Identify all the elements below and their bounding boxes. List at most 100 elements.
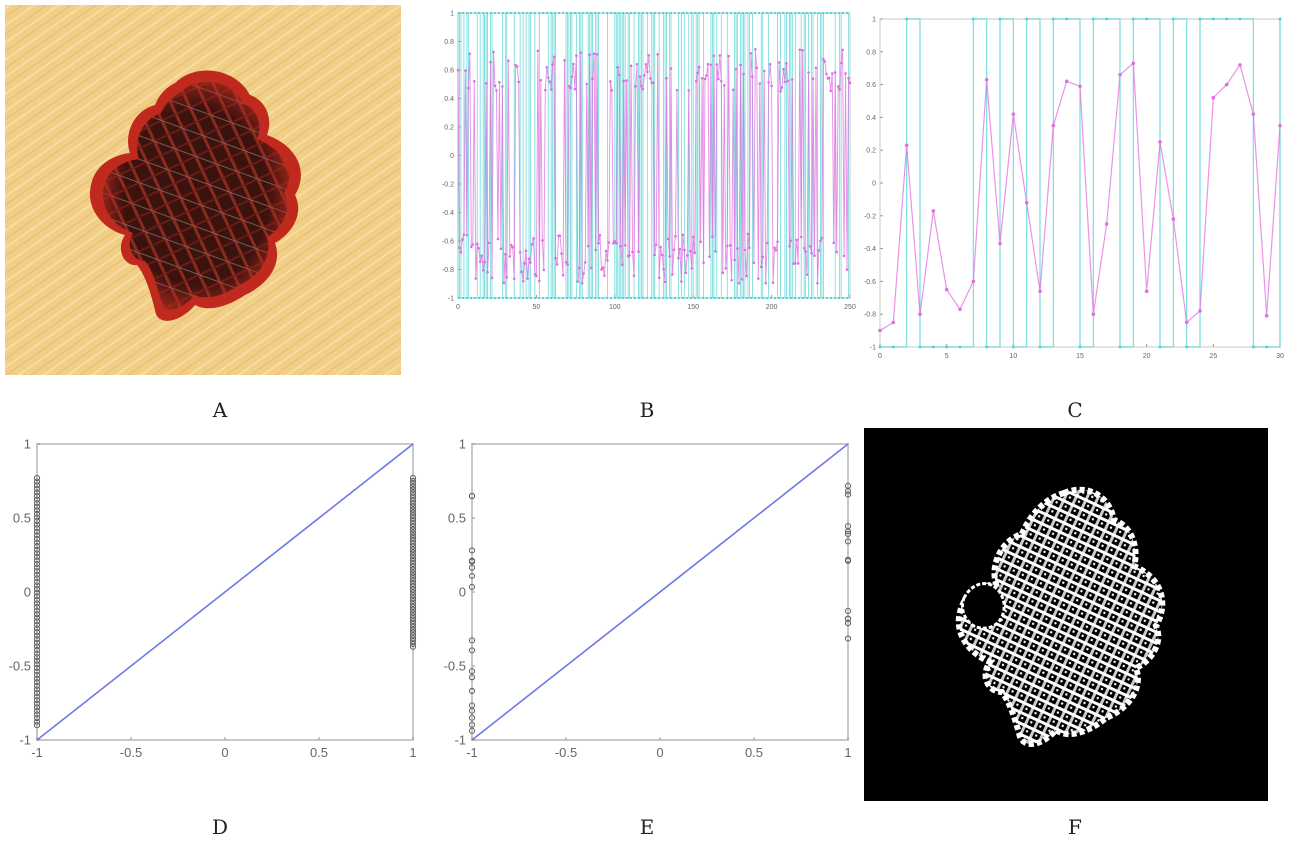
output-point — [722, 84, 726, 87]
output-point — [640, 84, 643, 88]
output-point — [733, 258, 736, 262]
target-point — [1038, 345, 1042, 349]
data-point — [33, 664, 41, 671]
output-point — [891, 320, 896, 325]
data-point — [409, 617, 417, 625]
y-tick-label: 0.6 — [866, 82, 876, 89]
output-point — [610, 89, 614, 92]
data-point — [33, 492, 41, 500]
data-point — [409, 635, 417, 642]
output-point — [810, 251, 813, 255]
output-point — [748, 246, 751, 250]
x-tick-label: 0.5 — [310, 745, 328, 760]
data-point — [33, 589, 41, 596]
data-point — [33, 507, 41, 514]
output-point — [678, 247, 682, 251]
data-point — [409, 569, 417, 576]
output-point — [552, 55, 556, 59]
output-point — [730, 278, 733, 282]
x-tick-label: 50 — [533, 304, 541, 311]
output-point — [490, 276, 494, 280]
data-point — [409, 506, 417, 513]
output-point — [512, 277, 516, 281]
output-point — [687, 89, 691, 92]
output-point — [558, 234, 562, 238]
output-point — [563, 59, 566, 62]
output-point — [487, 241, 491, 245]
data-point — [33, 532, 41, 539]
output-point — [842, 254, 846, 258]
data-point — [409, 546, 417, 553]
output-point — [801, 49, 804, 52]
output-point — [793, 262, 797, 265]
panel-b-chart: 0 50 100 150 200 250 1 0.8 0.6 0.4 0.2 0 -0.2 -0.4 -0.… — [432, 5, 858, 315]
output-point — [545, 66, 549, 69]
output-point — [543, 88, 547, 92]
output-point — [508, 255, 512, 258]
y-tick-label: -0.2 — [442, 181, 454, 188]
x-tick-label: 25 — [1209, 353, 1217, 360]
output-point — [768, 62, 772, 66]
data-point — [33, 500, 41, 507]
data-point — [33, 614, 41, 621]
output-point — [475, 242, 479, 246]
y-tick-label: 1 — [872, 16, 876, 23]
data-point — [33, 557, 41, 564]
output-point — [601, 266, 605, 269]
data-point — [409, 489, 417, 496]
output-point — [620, 263, 624, 266]
output-point — [619, 244, 623, 248]
y-tick-label: 0.2 — [866, 148, 876, 155]
output-point — [807, 71, 810, 74]
data-point — [409, 626, 417, 633]
output-point — [672, 248, 676, 251]
y-tick-label: -0.4 — [442, 210, 454, 217]
data-point — [33, 564, 41, 571]
target-point — [1091, 17, 1095, 21]
output-point — [662, 267, 665, 271]
output-point — [579, 51, 583, 54]
output-point — [721, 271, 725, 275]
output-point — [577, 266, 581, 270]
output-point — [589, 266, 593, 270]
output-point — [502, 281, 506, 285]
output-point — [523, 262, 526, 265]
output-point — [518, 251, 522, 254]
output-point — [669, 67, 673, 70]
output-point — [651, 81, 655, 85]
output-point — [798, 48, 802, 52]
x-tick-label: 20 — [1143, 353, 1151, 360]
output-point — [717, 77, 720, 81]
output-point — [841, 48, 844, 52]
output-point — [617, 73, 621, 77]
output-point — [511, 245, 515, 249]
output-point — [1211, 95, 1216, 100]
data-point — [409, 523, 417, 530]
data-point — [33, 686, 41, 693]
output-point — [1198, 309, 1202, 313]
output-point — [628, 254, 631, 257]
target-point — [931, 345, 935, 349]
y-tick-label: 0.2 — [444, 124, 454, 131]
output-point — [749, 52, 753, 55]
output-point — [847, 76, 850, 80]
data-point — [33, 514, 41, 521]
output-point — [470, 245, 473, 249]
caption-f: F — [1068, 815, 1082, 839]
output-point — [816, 281, 819, 285]
output-point — [817, 249, 821, 252]
x-tick-label: 30 — [1276, 353, 1284, 360]
output-point — [728, 244, 732, 247]
output-point — [492, 50, 495, 54]
target-point — [1065, 17, 1069, 21]
output-point — [1064, 79, 1069, 84]
output-point — [688, 249, 692, 253]
data-point — [409, 572, 417, 579]
output-point — [471, 243, 475, 246]
panel-d-chart: -1 -0.5 0 0.5 1 1 0.5 0 -0.5 -1 — [5, 432, 425, 762]
data-point — [844, 528, 852, 535]
output-point — [1118, 72, 1122, 77]
output-point — [585, 82, 588, 86]
data-point — [409, 483, 417, 490]
output-point — [718, 54, 722, 57]
